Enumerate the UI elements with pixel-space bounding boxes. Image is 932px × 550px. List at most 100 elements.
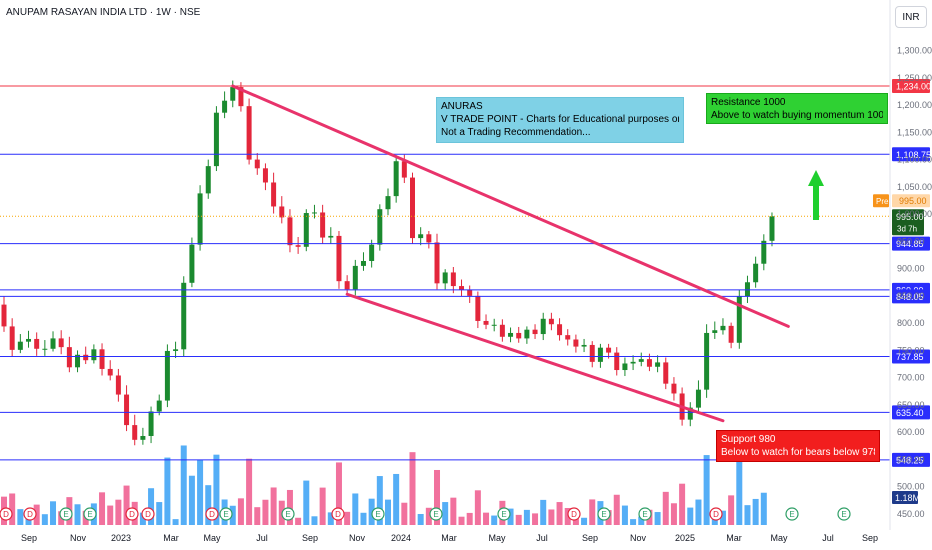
candle-body: [238, 87, 244, 107]
level-label: 848.05: [896, 292, 924, 302]
candle-body: [475, 295, 481, 321]
volume-bar: [687, 507, 694, 525]
volume-bar: [630, 519, 637, 525]
volume-label-bg: [892, 491, 918, 504]
y-tick-label: 600.00: [897, 427, 925, 437]
candle-body: [630, 361, 636, 364]
info-note-line-2: V TRADE POINT - Charts for Educational p…: [441, 114, 679, 125]
volume-bar: [442, 502, 449, 525]
dividend-marker-icon[interactable]: [141, 507, 155, 521]
candle-body: [303, 213, 309, 247]
x-tick-label: Sep: [862, 533, 878, 543]
resistance-note-line-2: Above to watch buying momentum 1002: [711, 110, 883, 121]
x-tick-label: Nov: [70, 533, 87, 543]
info-note[interactable]: ANURAS V TRADE POINT - Charts for Educat…: [436, 97, 684, 143]
event-marker-letter: D: [27, 510, 33, 519]
volume-bar: [540, 499, 547, 525]
candle-body: [565, 335, 571, 340]
candle-body: [736, 296, 742, 343]
trendline[interactable]: [231, 84, 790, 328]
volume-bar: [303, 480, 310, 525]
earnings-marker-icon[interactable]: [597, 507, 611, 521]
candle-body: [638, 359, 644, 362]
x-tick-label: May: [488, 533, 506, 543]
dividend-marker-icon[interactable]: [567, 507, 581, 521]
dividend-marker-icon[interactable]: [23, 507, 37, 521]
candle-body: [107, 368, 113, 376]
event-marker-letter: D: [335, 510, 341, 519]
earnings-marker-icon[interactable]: [497, 507, 511, 521]
volume-bar: [156, 502, 163, 525]
candle-body: [271, 182, 277, 207]
candle-body: [222, 100, 228, 113]
volume-bar: [409, 452, 416, 525]
dividend-marker-icon[interactable]: [205, 507, 219, 521]
volume-bar: [344, 511, 351, 525]
candle-body: [573, 339, 579, 347]
y-tick-label: 1,150.00: [897, 127, 932, 137]
candle-body: [753, 263, 759, 283]
x-tick-label: Sep: [21, 533, 37, 543]
candle-body: [173, 349, 179, 351]
volume-bar: [335, 462, 342, 525]
pre-tag-label: Pre: [876, 197, 889, 206]
dividend-marker-icon[interactable]: [0, 507, 13, 521]
resistance-note[interactable]: Resistance 1000 Above to watch buying mo…: [706, 93, 888, 124]
earnings-marker-icon[interactable]: [371, 507, 385, 521]
level-label: 548.25: [896, 455, 924, 465]
candle-body: [58, 338, 64, 348]
volume-bar: [548, 509, 555, 525]
x-tick-label: Mar: [163, 533, 179, 543]
earnings-marker-icon[interactable]: [638, 507, 652, 521]
candle-body: [17, 341, 23, 350]
x-tick-label: Nov: [630, 533, 647, 543]
level-label-bg: [892, 78, 930, 93]
volume-bar: [352, 493, 359, 525]
volume-bar: [679, 483, 686, 525]
volume-bar: [172, 519, 179, 525]
volume-bar: [670, 503, 677, 525]
earnings-marker-icon[interactable]: [837, 507, 851, 521]
trendline[interactable]: [345, 292, 725, 423]
earnings-marker-icon[interactable]: [281, 507, 295, 521]
support-note-line-1: Support 980: [721, 434, 776, 445]
volume-bar: [621, 505, 628, 525]
volume-bar: [41, 514, 48, 525]
earnings-marker-icon[interactable]: [59, 507, 73, 521]
y-tick-label: 1,250.00: [897, 73, 932, 83]
volume-bar: [638, 516, 645, 525]
y-tick-label: 650.00: [897, 400, 925, 410]
candle-body: [450, 272, 456, 287]
earnings-marker-icon[interactable]: [785, 507, 799, 521]
dividend-marker-icon[interactable]: [331, 507, 345, 521]
candle-body: [213, 112, 219, 167]
level-label: 944.85: [896, 239, 924, 249]
volume-bar: [581, 517, 588, 525]
dividend-marker-icon[interactable]: [709, 507, 723, 521]
earnings-marker-icon[interactable]: [83, 507, 97, 521]
level-label: 635.40: [896, 408, 924, 418]
level-label: 1,234.00: [896, 81, 931, 91]
dividend-marker-icon[interactable]: [125, 507, 139, 521]
earnings-marker-icon[interactable]: [429, 507, 443, 521]
support-note[interactable]: Support 980 Below to watch for bears bel…: [716, 430, 880, 462]
candle-body: [704, 332, 710, 390]
candle-body: [622, 363, 628, 371]
candle-body: [581, 344, 587, 347]
volume-bar: [115, 499, 122, 525]
currency-button[interactable]: INR: [895, 6, 927, 28]
earnings-marker-icon[interactable]: [219, 507, 233, 521]
x-tick-label: 2023: [111, 533, 131, 543]
candle-body: [369, 244, 375, 261]
pre-tag-bg: [873, 194, 889, 208]
candle-body: [761, 240, 767, 264]
price-axis: 1,300.00 1,250.00 1,200.00 1,150.00 1,100.00…: [889, 0, 932, 530]
volume-bar: [213, 454, 220, 525]
y-tick-label: 750.00: [897, 345, 925, 355]
info-note-line-3: Not a Trading Recommendation...: [441, 127, 591, 138]
x-tick-label: 2024: [391, 533, 411, 543]
volume-bar: [99, 492, 106, 525]
volume-bar: [752, 498, 759, 525]
volume-bar: [736, 461, 743, 525]
